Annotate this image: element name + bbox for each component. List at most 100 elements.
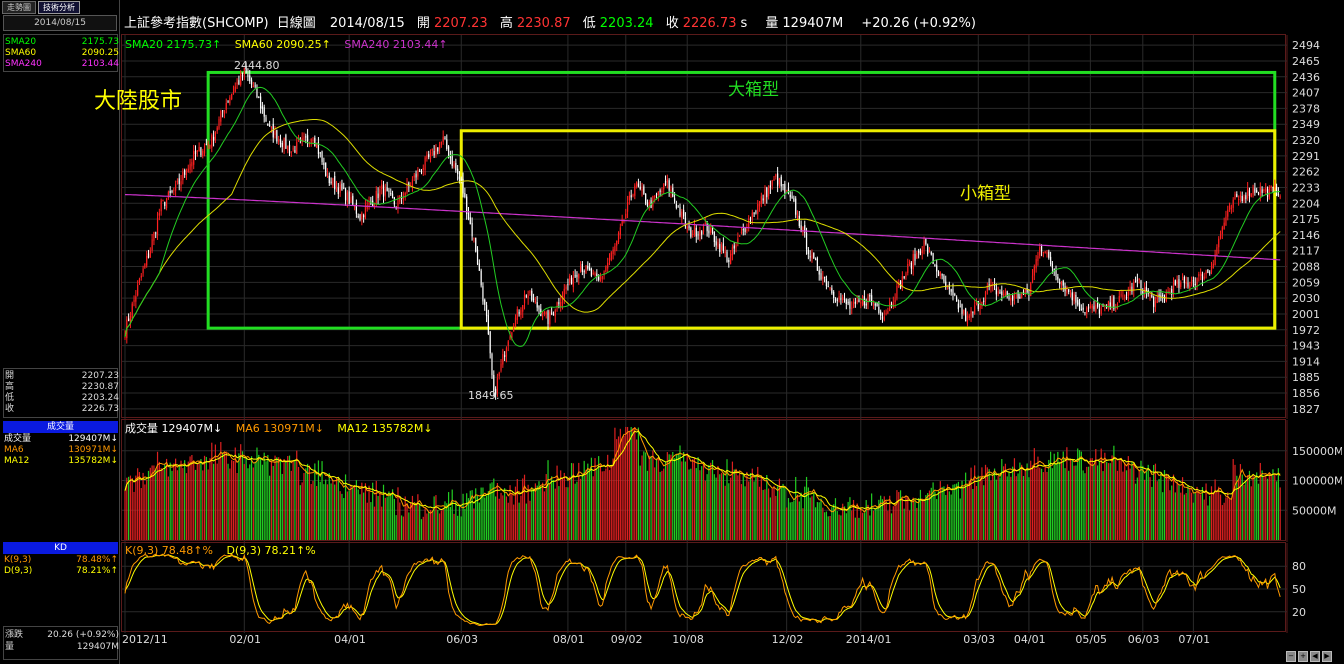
volume-bar: [628, 431, 630, 540]
volume-chart[interactable]: 150000M 100000M 50000M: [122, 420, 1342, 542]
volume-bar: [1154, 463, 1157, 540]
volume-bar: [1042, 472, 1044, 540]
candle-body: [558, 302, 560, 305]
volume-bar: [158, 461, 160, 540]
candle-body: [1024, 288, 1026, 296]
volume-bar: [957, 481, 960, 540]
candle-body: [1230, 207, 1232, 209]
kd-chart-panel[interactable]: 80 50 20 K(9,3) 78.48↑% D(9,3) 78.21↑%: [121, 542, 1306, 633]
candle-body: [480, 270, 482, 286]
volume-bar: [406, 504, 408, 540]
change-box: 漲跌 20.26 (+0.92%) 量 129407M: [3, 626, 119, 660]
tab-trend-chart[interactable]: 走勢圖: [2, 1, 36, 14]
left-info-panel: 走勢圖 技術分析 2014/08/15 SMA20 2175.73 SMA60 …: [0, 0, 120, 664]
volume-bar: [493, 478, 495, 540]
volume-bar: [664, 461, 667, 540]
volume-bar: [789, 502, 791, 540]
kd-chart[interactable]: 80 50 20: [122, 543, 1342, 633]
candle-body: [373, 202, 376, 206]
volume-bar: [1124, 462, 1126, 540]
volume-bar: [585, 469, 587, 540]
candle-body: [258, 96, 260, 99]
x-tick-label: 04/01: [1013, 633, 1046, 646]
candle-body: [814, 259, 817, 261]
price-tick-label: 2059: [1292, 276, 1320, 289]
volume-bar: [529, 500, 531, 540]
candle-body: [787, 188, 790, 194]
volume-bar: [147, 470, 150, 540]
close-row: 收 2226.73: [5, 404, 119, 415]
price-tick-label: 1914: [1292, 355, 1320, 368]
small-box-rect: [459, 129, 1277, 330]
candle-body: [1051, 263, 1054, 268]
scroll-right-icon[interactable]: ▶: [1322, 651, 1332, 662]
volume-bar: [831, 507, 833, 540]
volume-bar: [1194, 492, 1196, 540]
volume-bar: [778, 478, 781, 540]
candle-body: [1068, 289, 1070, 293]
volume-bar: [419, 503, 421, 540]
candle-body: [1127, 291, 1129, 297]
candle-body: [1210, 267, 1213, 273]
volume-bar: [209, 458, 211, 540]
price-chart[interactable]: 2494 2465 2436 2407 2378 2349 2320 2291 2262 2233…: [122, 35, 1342, 419]
candle-body: [854, 301, 856, 304]
volume-bar: [972, 488, 974, 540]
candle-body: [722, 243, 724, 251]
zoom-controls: − + ◀ ▶: [1286, 650, 1344, 664]
candle-body: [1075, 294, 1077, 303]
index-name: 上証參考指數(SHCOMP): [124, 16, 269, 31]
volume-bar: [854, 517, 856, 540]
volume-chart-panel[interactable]: 150000M 100000M 50000M 成交量 129407M↓ MA6 13…: [121, 419, 1342, 542]
candle-body: [281, 142, 283, 147]
candle-body: [1084, 312, 1086, 314]
volume-bar: [431, 511, 433, 540]
volume-legend-ma6: MA6 130971M↓: [235, 422, 324, 435]
candle-body: [782, 184, 784, 186]
candle-body: [975, 302, 978, 305]
volume-bar: [1261, 470, 1263, 540]
volume-bar: [787, 498, 790, 540]
volume-bar: [310, 484, 312, 540]
candle-body: [140, 275, 142, 278]
candle-body: [809, 256, 811, 258]
volume-bar: [617, 436, 620, 540]
tab-technical-analysis[interactable]: 技術分析: [38, 1, 80, 14]
candle-body: [1133, 282, 1135, 291]
volume-bar: [175, 458, 177, 540]
vol-value: 129407M: [76, 642, 119, 652]
volume-bar: [160, 468, 162, 540]
volume-bar: [440, 510, 442, 540]
zoom-out-icon[interactable]: −: [1286, 651, 1296, 662]
volume-bar: [1176, 481, 1178, 540]
volume-bar: [543, 491, 546, 540]
candle-body: [798, 215, 800, 226]
candle-body: [648, 201, 650, 208]
candle-body: [438, 144, 441, 150]
sma20-label: SMA20: [5, 37, 37, 47]
volume-bar: [616, 439, 618, 540]
candle-body: [1037, 255, 1039, 262]
candle-body: [391, 193, 394, 199]
volume-bar: [357, 489, 359, 540]
volume-bar: [1180, 492, 1182, 540]
volume-bar: [773, 485, 775, 540]
volume-bar: [760, 475, 762, 540]
volume-bar: [444, 501, 446, 540]
volume-bar: [914, 501, 916, 540]
volume-bar: [265, 461, 267, 540]
scroll-left-icon[interactable]: ◀: [1310, 651, 1320, 662]
zoom-in-icon[interactable]: +: [1298, 651, 1308, 662]
candle-body: [849, 301, 851, 309]
volume-bar: [921, 500, 923, 540]
candle-body: [1277, 193, 1279, 195]
candle-body: [972, 312, 974, 314]
volume-bar: [328, 473, 330, 540]
volume-bar: [1207, 505, 1209, 540]
volume-bar: [919, 489, 922, 540]
price-chart-panel[interactable]: 2494 2465 2436 2407 2378 2349 2320 2291 2262 2233…: [94, 34, 1320, 419]
candle-body: [314, 137, 316, 147]
volume-bar: [458, 505, 461, 540]
open-label: 開: [5, 371, 15, 381]
volume-bar: [480, 487, 482, 540]
